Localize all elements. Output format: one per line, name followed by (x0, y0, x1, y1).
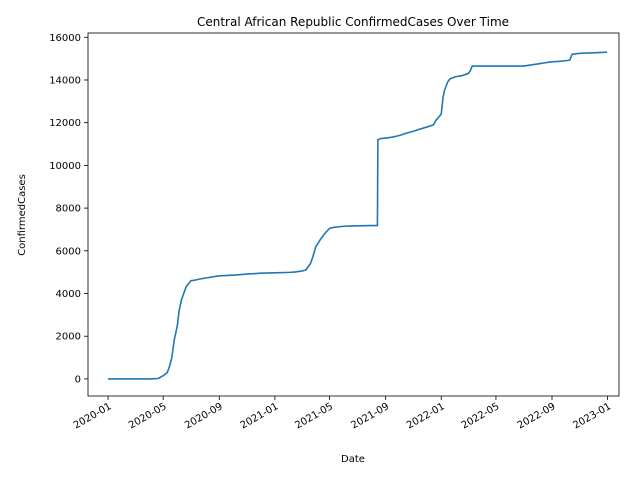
y-tick-label: 2000 (56, 332, 81, 343)
y-axis: 0 2000 4000 6000 8000 10000 12000 14000 16000 (49, 33, 88, 385)
y-tick-label: 6000 (56, 246, 81, 257)
x-tick-label: 2021-09 (349, 401, 391, 431)
x-tick-label: 2020-09 (183, 401, 225, 431)
y-tick-label: 0 (75, 374, 81, 385)
plot-frame (87, 32, 620, 397)
y-axis-label: ConfirmedCases (17, 174, 28, 256)
y-tick-label: 4000 (56, 289, 81, 300)
x-tick-label: 2022-09 (516, 401, 558, 431)
y-tick-label: 14000 (49, 75, 81, 86)
x-tick-label: 2022-01 (405, 401, 447, 431)
x-tick-label: 2023-01 (571, 401, 613, 431)
series-line (108, 51, 608, 380)
x-tick-label: 2021-01 (239, 401, 281, 431)
plot-area (87, 32, 620, 397)
x-axis-label: Date (341, 454, 365, 465)
x-axis: 2020-01 2020-05 2020-09 2021-01 2021-05 2021-… (72, 396, 613, 431)
chart-title: Central African Republic ConfirmedCases … (197, 15, 509, 29)
x-tick-label: 2021-05 (293, 401, 335, 431)
y-tick-label: 10000 (49, 161, 81, 172)
y-tick-label: 16000 (49, 33, 81, 44)
x-tick-label: 2022-05 (460, 401, 502, 431)
x-tick-label: 2020-05 (127, 401, 169, 431)
y-tick-label: 12000 (49, 118, 81, 129)
x-tick-label: 2020-01 (72, 401, 114, 431)
y-tick-label: 8000 (56, 204, 81, 215)
